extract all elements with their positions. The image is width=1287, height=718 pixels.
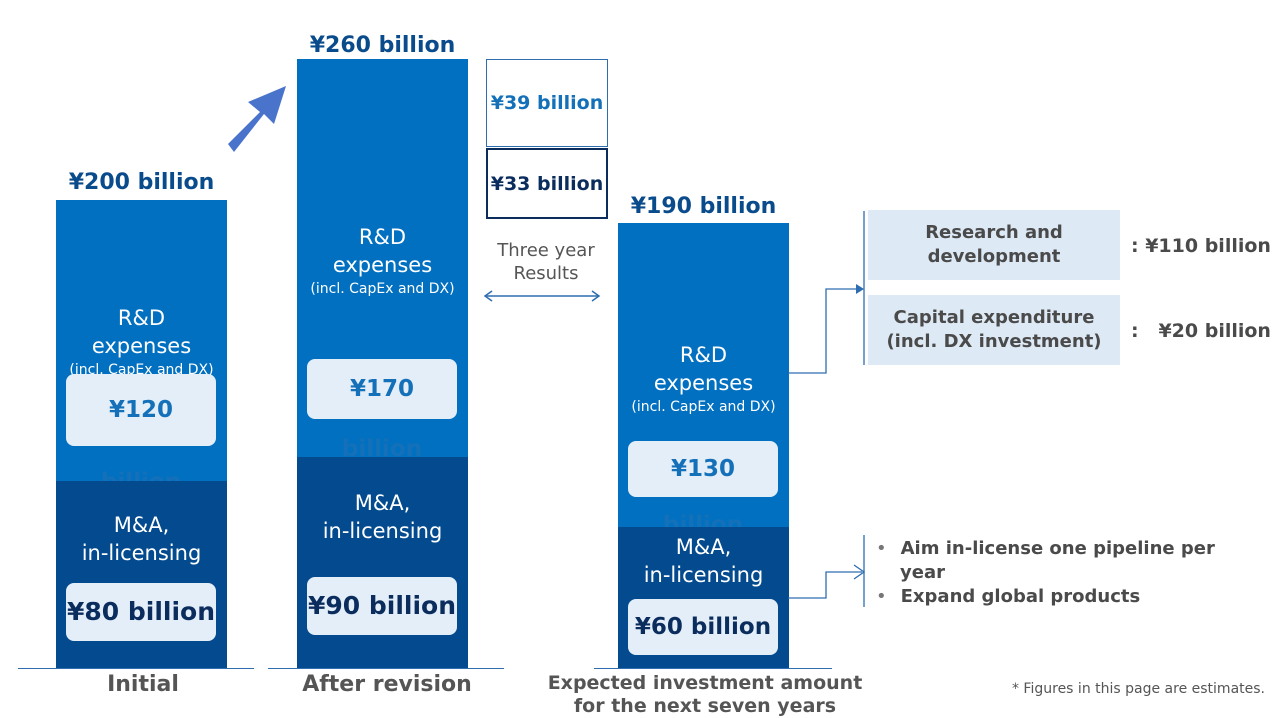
bar-after-ma: M&A, in-licensing ¥90 billion <box>297 457 468 668</box>
ma-note-1: • Aim in-license one pipeline per <box>876 538 1215 559</box>
breakdown-capex-line2: (incl. DX investment) <box>886 331 1102 352</box>
bar-expected-rd: R&D expenses (incl. CapEx and DX) ¥130 b… <box>618 222 789 538</box>
bar-initial-rd: R&D expenses (incl. CapEx and DX) ¥120 b… <box>56 199 227 495</box>
bar-after-rd: R&D expenses (incl. CapEx and DX) ¥170 b… <box>297 59 468 462</box>
x-label-after: After revision <box>302 672 472 697</box>
ma-note-2: • Expand global products <box>876 586 1141 607</box>
breakdown-value-rd: : ¥110 billion <box>1131 235 1271 257</box>
breakdown-box-capex: Capital expenditure (incl. DX investment… <box>868 295 1120 365</box>
baseline-after <box>268 668 504 669</box>
total-label-after: ¥260 billion <box>309 33 456 58</box>
value-box-expected-ma: ¥60 billion <box>628 599 778 656</box>
rd-title-line2: expenses <box>332 253 433 277</box>
three-year-label-line1: Three year <box>497 240 595 261</box>
x-label-expected-line2: for the next seven years <box>573 695 837 717</box>
ma-title-line1: M&A, <box>113 512 170 537</box>
breakdown-rd-line1: Research and <box>925 222 1063 243</box>
total-label-expected: ¥190 billion <box>630 194 777 219</box>
x-label-initial: Initial <box>107 672 179 697</box>
value-box-expected-rd: ¥130 billion <box>628 440 778 538</box>
increase-arrow-icon <box>228 86 286 152</box>
bar-initial-ma: M&A, in-licensing ¥80 billion <box>56 480 227 668</box>
breakdown-rd-line2: development <box>927 246 1061 267</box>
baseline-expected <box>594 668 832 669</box>
total-label-initial: ¥200 billion <box>68 170 215 195</box>
rd-title-line2: expenses <box>91 333 192 358</box>
breakdown-value-capex: : ¥20 billion <box>1131 320 1271 342</box>
ma-title-line2: in-licensing <box>643 563 764 588</box>
x-label-expected-line1: Expected investment amount <box>547 672 863 694</box>
ma-note-1-text: Aim in-license one pipeline per <box>900 538 1215 559</box>
rd-title-line2: expenses <box>653 370 754 395</box>
three-year-label-line2: Results <box>513 263 579 284</box>
ma-title-line2: in-licensing <box>322 519 443 544</box>
ma-title-line1: M&A, <box>354 491 411 516</box>
rd-title-line1: R&D <box>358 225 407 249</box>
ma-note-1-cont: year <box>900 562 945 583</box>
ma-title-line1: M&A, <box>675 535 732 560</box>
three-year-lower-box: ¥33 billion <box>486 148 608 219</box>
bar-expected-ma: M&A, in-licensing ¥60 billion <box>618 527 789 668</box>
double-arrow-icon <box>483 290 601 302</box>
rd-title-line1: R&D <box>117 305 166 330</box>
three-year-label: Three year Results <box>476 239 616 285</box>
rd-subtitle: (incl. CapEx and DX) <box>631 398 776 415</box>
value-box-after-rd: ¥170 billion <box>307 359 457 462</box>
rd-title-line1: R&D <box>679 342 728 367</box>
footnote: * Figures in this page are estimates. <box>1011 681 1265 697</box>
rd-subtitle: (incl. CapEx and DX) <box>310 281 455 297</box>
value-box-initial-ma: ¥80 billion <box>66 582 216 641</box>
value-box-after-ma: ¥90 billion <box>307 577 457 636</box>
value-box-initial-rd: ¥120 billion <box>66 373 216 495</box>
breakdown-box-rd: Research and development <box>868 210 1120 280</box>
x-label-expected: Expected investment amount for the next … <box>540 672 870 718</box>
ma-title-line2: in-licensing <box>81 540 202 565</box>
three-year-upper-box: ¥39 billion <box>486 59 608 147</box>
ma-note-2-text: Expand global products <box>900 586 1141 607</box>
breakdown-capex-line1: Capital expenditure <box>893 307 1095 328</box>
connector-lines <box>788 211 866 607</box>
baseline-initial <box>18 668 254 669</box>
